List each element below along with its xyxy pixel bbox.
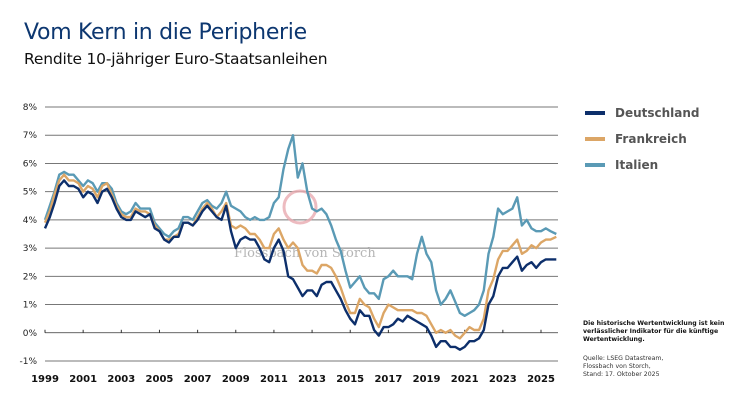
y-tick-label: 5%	[23, 188, 38, 198]
source-line: Quelle: LSEG Datastream,	[583, 355, 664, 362]
series-lines	[43, 134, 557, 351]
legend-swatch-deutschland	[585, 111, 605, 115]
x-tick-label: 2005	[146, 374, 174, 385]
x-tick-label: 2021	[451, 374, 479, 385]
x-tick-label: 2013	[298, 374, 326, 385]
watermark: Flossbach von Storch	[234, 246, 376, 261]
legend-item-frankreich: Frankreich	[585, 126, 700, 152]
source-line: Stand: 17. Oktober 2025	[583, 371, 660, 378]
x-tick-label: 1999	[31, 374, 59, 385]
y-tick-label: 6%	[23, 159, 38, 169]
x-tick-label: 2007	[184, 374, 212, 385]
page-subtitle: Rendite 10-jähriger Euro-Staatsanleihen	[24, 50, 328, 68]
x-tick-label: 2001	[69, 374, 97, 385]
x-tick-label: 2025	[527, 374, 555, 385]
y-tick-label: 7%	[23, 131, 38, 141]
x-tick-label: 2015	[336, 374, 364, 385]
disclaimer-note: Die historische Wertentwicklung ist kein…	[583, 320, 725, 343]
legend-label: Italien	[615, 158, 659, 172]
legend: Deutschland Frankreich Italien	[585, 100, 700, 178]
y-tick-label: 1%	[23, 301, 38, 311]
page-title: Vom Kern in die Peripherie	[24, 20, 307, 45]
series-line-italien	[43, 134, 557, 317]
legend-swatch-italien	[585, 163, 605, 167]
x-tick-label: 2009	[222, 374, 250, 385]
watermark-logo-circle	[282, 189, 318, 225]
grid-lines	[45, 106, 558, 362]
y-tick-label: 8%	[23, 103, 38, 113]
y-tick-label: 0%	[23, 329, 38, 339]
x-axis-ticks: 1999 2001 2003 2005 2007 2009 2011 2013 2015 2017…	[31, 329, 555, 385]
legend-item-italien: Italien	[585, 152, 700, 178]
x-tick-label: 2023	[489, 374, 517, 385]
source-line: Flossbach von Storch,	[583, 363, 651, 370]
legend-label: Frankreich	[615, 132, 687, 146]
x-tick-label: 2017	[374, 374, 402, 385]
y-tick-label: 4%	[23, 216, 38, 226]
y-axis-ticks: 8% 7% 6% 5% 4% 3% 2% 1% 0% -1%	[19, 103, 37, 367]
y-tick-label: 3%	[23, 244, 38, 254]
legend-label: Deutschland	[615, 106, 700, 120]
x-tick-label: 2011	[260, 374, 288, 385]
y-tick-label: 2%	[23, 272, 38, 282]
series-line-frankreich	[43, 173, 557, 340]
x-tick-label: 2019	[413, 374, 441, 385]
legend-swatch-frankreich	[585, 137, 605, 141]
y-tick-label: -1%	[19, 357, 37, 367]
source-note: Quelle: LSEG Datastream, Flossbach von S…	[583, 355, 733, 379]
x-tick-label: 2003	[107, 374, 135, 385]
series-line-deutschland	[43, 179, 557, 351]
legend-item-deutschland: Deutschland	[585, 100, 700, 126]
